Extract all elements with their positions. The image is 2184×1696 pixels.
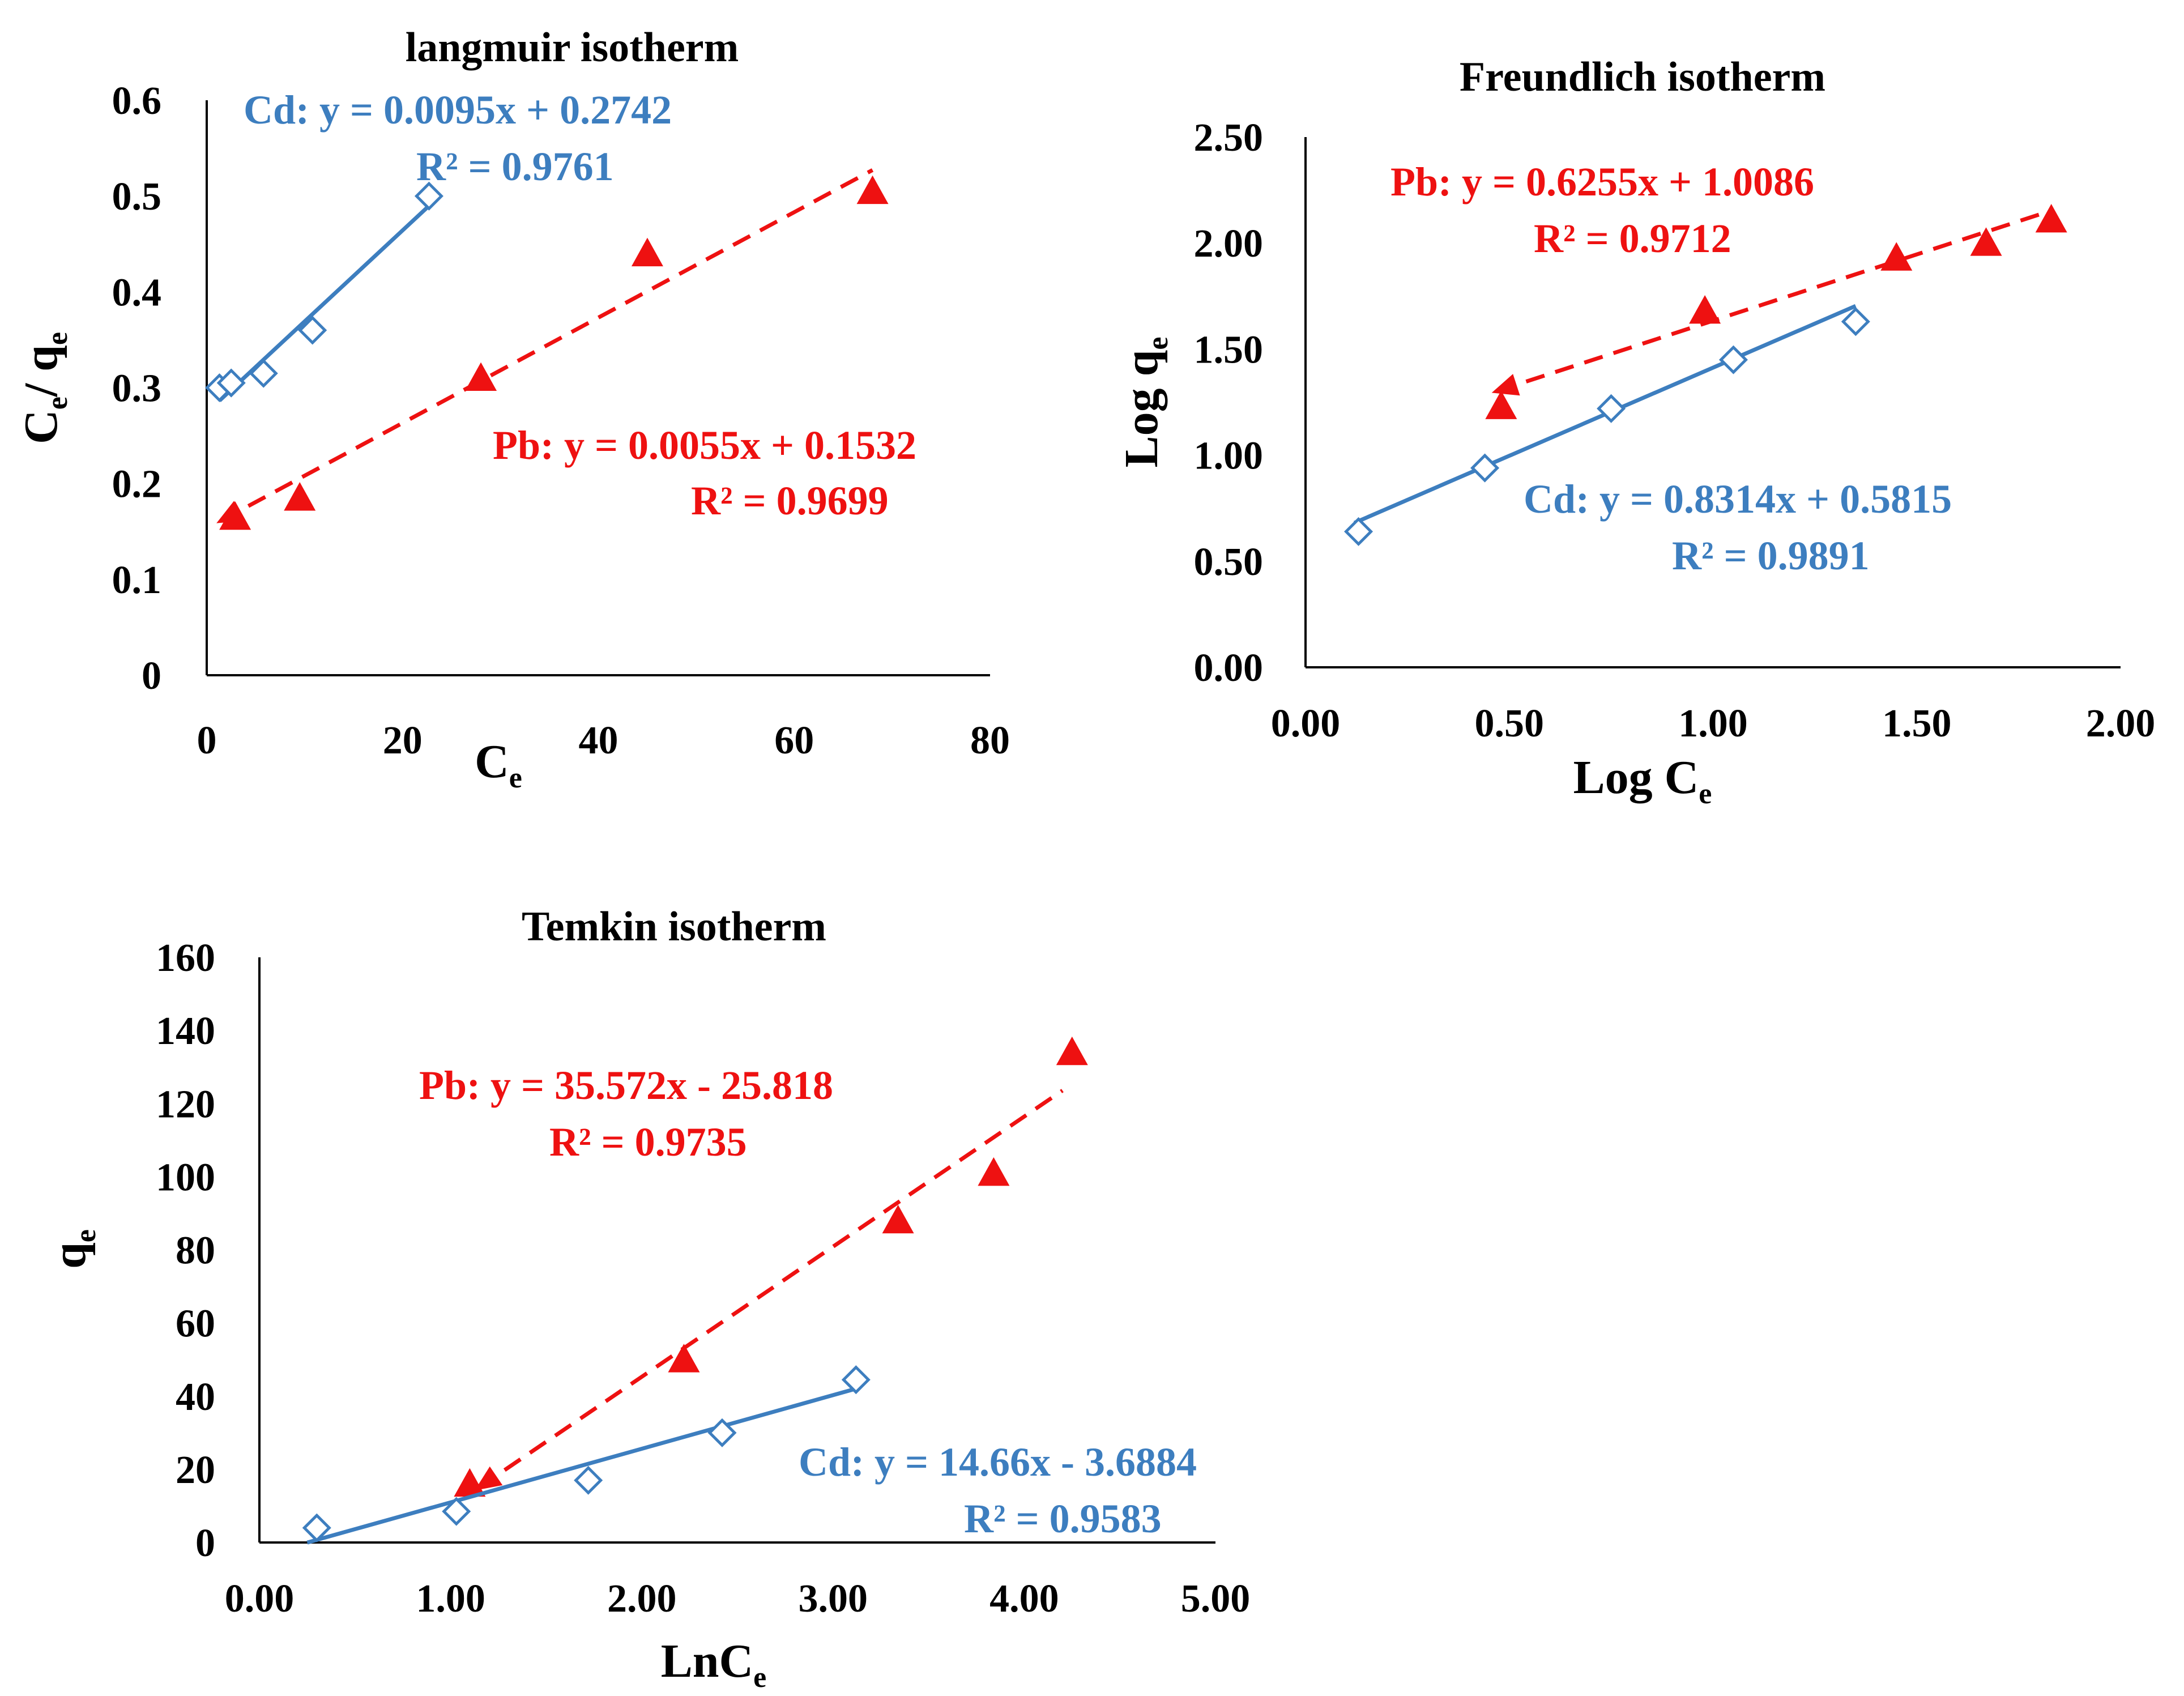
temkin-y-tick-label: 60	[176, 1302, 215, 1346]
freundlich-x-axis-label: Log Ce	[1573, 751, 1712, 810]
freundlich-x-tick-label: 2.00	[2086, 702, 2156, 745]
freundlich-x-tick-label: 1.00	[1678, 702, 1748, 745]
temkin-x-axis-label-main: LnC	[661, 1635, 753, 1688]
temkin-y-tick-label: 20	[176, 1448, 215, 1492]
temkin-y-tick-label: 40	[176, 1375, 215, 1419]
freundlich-x-axis-label-main: Log C	[1573, 751, 1699, 804]
freundlich-pb-r-squared: R² = 0.9712	[1534, 216, 1731, 261]
langmuir-y-tick-label: 0	[142, 654, 161, 698]
langmuir-y-axis-label: Ce/ qe	[15, 332, 74, 444]
langmuir-pb-equation: Pb: y = 0.0055x + 0.1532	[493, 423, 916, 468]
freundlich-y-tick-label: 1.00	[1194, 434, 1264, 478]
freundlich-x-axis-label-sub: e	[1699, 778, 1712, 810]
freundlich-y-tick-label: 0.00	[1194, 646, 1264, 690]
temkin-y-tick-label: 140	[156, 1009, 215, 1053]
freundlich-y-axis-label: Log qe	[1115, 337, 1174, 468]
temkin-y-axis-label-sub: e	[70, 1229, 102, 1242]
langmuir-cd-equation: Cd: y = 0.0095x + 0.2742	[244, 87, 672, 133]
langmuir-title: langmuir isotherm	[406, 24, 739, 71]
langmuir-x-tick-label: 0	[197, 719, 217, 762]
freundlich-x-tick-label: 0.50	[1475, 702, 1545, 745]
temkin-y-axis-label-main: q	[43, 1242, 96, 1269]
langmuir-y-tick-label: 0.6	[112, 79, 162, 123]
langmuir-x-tick-label: 20	[383, 719, 423, 762]
langmuir-y-tick-label: 0.4	[112, 271, 162, 314]
freundlich-x-tick-label: 0.00	[1271, 702, 1341, 745]
temkin-y-tick-label: 80	[176, 1229, 215, 1273]
langmuir-pb-r-squared: R² = 0.9699	[691, 478, 889, 523]
langmuir-x-tick-label: 80	[970, 719, 1010, 762]
freundlich-title: Freundlich isotherm	[1460, 54, 1825, 100]
langmuir-x-axis-label-sub: e	[509, 762, 522, 794]
freundlich-cd-r-squared: R² = 0.9891	[1672, 533, 1870, 578]
langmuir-x-tick-label: 60	[774, 719, 814, 762]
langmuir-y-axis-label-main: C	[15, 410, 67, 444]
langmuir-y-axis-label-sub2: e	[41, 332, 74, 345]
freundlich-x-tick-label: 1.50	[1882, 702, 1952, 745]
freundlich-y-tick-label: 0.50	[1194, 540, 1264, 584]
temkin-y-tick-label: 0	[195, 1522, 215, 1565]
temkin-pb-equation: Pb: y = 35.572x - 25.818	[419, 1063, 833, 1108]
langmuir-y-tick-label: 0.5	[112, 175, 162, 219]
langmuir-y-tick-label: 0.1	[112, 559, 162, 602]
temkin-x-axis-label-sub: e	[753, 1661, 766, 1694]
freundlich-y-tick-label: 1.50	[1194, 328, 1264, 372]
temkin-x-tick-label: 5.00	[1181, 1577, 1251, 1621]
freundlich-y-axis-label-main: Log q	[1115, 350, 1168, 468]
freundlich-y-tick-label: 2.00	[1194, 222, 1264, 266]
isotherm-figure: langmuir isotherm 0 20 40 60 80 0 0.1 0.2 0.3 0.4 0…	[0, 0, 2184, 1696]
temkin-x-tick-label: 3.00	[799, 1577, 868, 1621]
temkin-cd-equation: Cd: y = 14.66x - 3.6884	[799, 1439, 1197, 1485]
langmuir-y-tick-label: 0.3	[112, 367, 162, 411]
langmuir-y-axis-label-mid: / q	[15, 345, 67, 397]
temkin-y-tick-label: 120	[156, 1083, 215, 1126]
temkin-y-tick-label: 100	[156, 1156, 215, 1199]
temkin-pb-r-squared: R² = 0.9735	[549, 1119, 747, 1165]
temkin-cd-r-squared: R² = 0.9583	[964, 1496, 1162, 1541]
temkin-title: Temkin isotherm	[522, 904, 826, 950]
freundlich-y-axis-label-sub: e	[1142, 337, 1174, 350]
temkin-x-tick-label: 0.00	[225, 1577, 295, 1621]
langmuir-cd-r-squared: R² = 0.9761	[416, 144, 614, 189]
langmuir-y-tick-label: 0.2	[112, 463, 162, 506]
freundlich-y-tick-label: 2.50	[1194, 116, 1264, 160]
langmuir-x-tick-label: 40	[579, 719, 618, 762]
temkin-x-axis-label: LnCe	[661, 1635, 767, 1694]
freundlich-pb-equation: Pb: y = 0.6255x + 1.0086	[1390, 159, 1814, 204]
temkin-x-tick-label: 2.00	[607, 1577, 677, 1621]
temkin-x-tick-label: 1.00	[416, 1577, 485, 1621]
temkin-y-tick-label: 160	[156, 936, 215, 980]
langmuir-y-axis-label-sub: e	[41, 397, 74, 410]
temkin-x-tick-label: 4.00	[989, 1577, 1059, 1621]
freundlich-cd-equation: Cd: y = 0.8314x + 0.5815	[1524, 476, 1952, 522]
langmuir-x-axis-label-main: C	[475, 735, 509, 788]
